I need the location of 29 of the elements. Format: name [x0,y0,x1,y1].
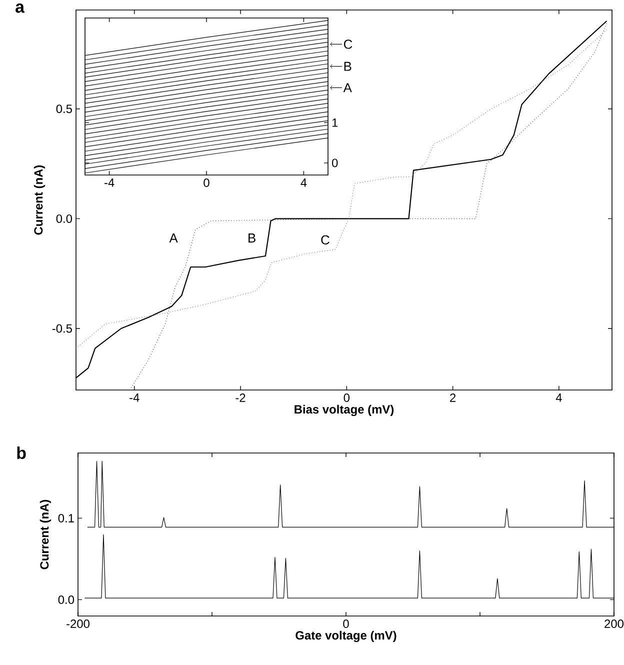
annotation: B [344,62,352,71]
y-axis-title: Current (nA) [34,165,46,235]
y-tick-label: 0.0 [58,595,74,604]
y-axis-title: Current (nA) [40,500,52,570]
annotation: B [248,234,256,242]
x-tick-label: 0 [343,620,349,628]
x-tick-label: -4 [104,178,114,187]
chart-title: a [16,4,25,13]
x-tick-label: -200 [66,620,90,628]
y-tick-label: 0.1 [58,514,74,522]
y-tick-label: 1 [332,118,338,127]
x-axis-title: Gate voltage (mV) [296,630,396,642]
x-tick-label: 0 [344,394,350,402]
annotation: A [343,83,352,92]
chart-title: b [17,446,26,459]
y-tick-label: -0.5 [52,324,72,333]
annotation: A [169,234,178,242]
x-tick-label: 4 [300,178,307,187]
x-tick-label: 2 [450,394,456,402]
y-tick-label: 0.5 [56,104,72,114]
annotation: C [344,40,352,49]
x-tick-label: 4 [556,394,562,402]
x-tick-label: -4 [130,394,140,402]
annotation: C [321,235,330,244]
x-tick-label: 0 [204,178,210,187]
x-tick-label: 200 [604,620,624,628]
x-tick-label: -2 [236,394,246,402]
x-axis-title: Bias voltage (mV) [294,404,394,416]
y-tick-label: 0.0 [56,214,72,223]
